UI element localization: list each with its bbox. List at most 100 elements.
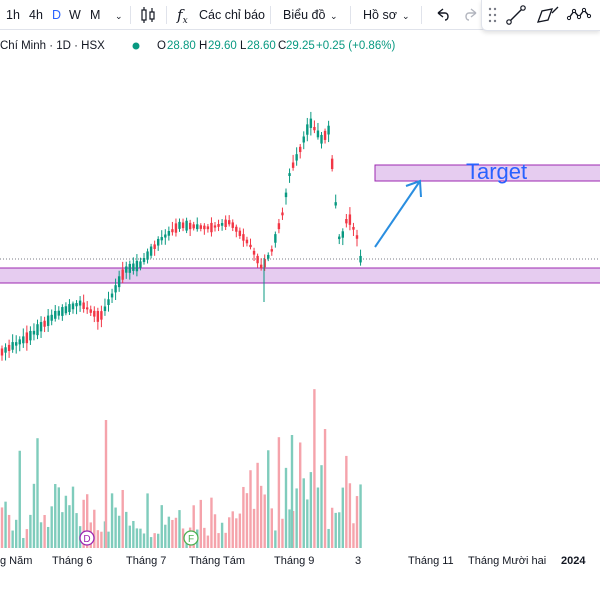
candle-body — [235, 226, 238, 232]
candle-body — [185, 220, 188, 231]
redo-icon[interactable] — [462, 6, 480, 24]
candle-body — [57, 310, 60, 316]
toolbar-divider — [166, 6, 167, 24]
candle-body — [93, 310, 96, 317]
candle-body — [7, 344, 11, 351]
undo-icon[interactable] — [434, 6, 452, 24]
candle-body — [142, 258, 146, 262]
support-zone — [0, 267, 600, 284]
candle-body — [259, 264, 263, 269]
legend-open-key: O — [157, 40, 166, 52]
interval-4h-button[interactable]: 4h — [29, 8, 43, 22]
toolbar-divider — [350, 6, 351, 24]
candle-body — [284, 192, 288, 198]
time-axis-label: Tháng 9 — [274, 555, 315, 567]
candle-body — [103, 306, 107, 312]
candle-body — [157, 238, 160, 246]
candle-body — [288, 173, 291, 176]
legend-high-key: H — [199, 40, 208, 52]
candle-body — [54, 310, 57, 319]
interval-dropdown-chevron-icon[interactable]: ⌄ — [115, 11, 123, 21]
candle-body — [313, 126, 316, 131]
candle-body — [309, 118, 313, 128]
candle-body — [210, 222, 213, 233]
candle-body — [50, 314, 53, 321]
candle-body — [64, 306, 68, 314]
brush-icon[interactable] — [534, 3, 562, 27]
candle-body — [334, 202, 337, 206]
candle-body — [139, 261, 142, 268]
candle-body — [171, 229, 174, 233]
candle-body — [252, 250, 256, 255]
candle-body — [217, 224, 220, 227]
indicators-button[interactable]: Các chỉ báo — [199, 8, 266, 22]
candle-body — [220, 223, 224, 226]
profile-button[interactable]: Hồ sơ — [363, 8, 397, 22]
function-icon[interactable]: fx — [177, 6, 188, 26]
candle-body — [61, 307, 64, 316]
candle-body — [86, 307, 89, 310]
candles-icon[interactable] — [138, 5, 158, 25]
candle-body — [110, 293, 114, 298]
target-arrow — [374, 179, 422, 248]
time-axis-label: 2024 — [561, 555, 586, 567]
candle-body — [249, 244, 252, 248]
dividend-event-marker[interactable] — [79, 530, 95, 546]
candle-body — [341, 231, 344, 238]
legend-low-value: 28.60 — [247, 40, 276, 52]
candle-body — [263, 259, 266, 268]
candle-body — [355, 235, 359, 239]
candle-body — [160, 237, 163, 241]
candle-body — [89, 309, 92, 313]
candle-body — [4, 347, 7, 353]
time-axis-label: 3 — [355, 555, 362, 567]
candle-body — [117, 276, 121, 288]
market-status-icon — [132, 42, 140, 50]
toolbar-divider — [270, 6, 271, 24]
candle-body — [71, 303, 75, 310]
financial-event-marker[interactable] — [183, 530, 199, 546]
candle-body — [348, 214, 352, 225]
candle-body — [100, 311, 103, 320]
candle-body — [267, 254, 270, 259]
candle-body — [295, 154, 298, 161]
candle-body — [43, 320, 46, 327]
candle-body — [174, 223, 178, 233]
legend-close-value: 29.25 — [286, 40, 315, 52]
candle-body — [299, 146, 302, 153]
interval-d-button[interactable]: D — [52, 8, 62, 22]
candle-body — [213, 225, 217, 228]
candle-body — [36, 324, 39, 336]
candle-body — [338, 236, 341, 240]
event-markers: D F — [79, 530, 199, 546]
interval-w-button[interactable]: W — [69, 8, 81, 22]
pattern-icon[interactable] — [566, 3, 594, 27]
toolbar-divider — [130, 6, 131, 24]
candle-body — [316, 130, 320, 138]
interval-m-button[interactable]: M — [90, 8, 101, 22]
legend-low-key: L — [240, 40, 247, 52]
time-axis-label: Tháng 7 — [126, 555, 167, 567]
trend-line-icon[interactable] — [504, 3, 528, 27]
candle-body — [270, 249, 273, 252]
chart-type-button[interactable]: Biểu đồ — [283, 8, 326, 22]
candle-body — [125, 266, 128, 273]
toolbar-divider — [421, 6, 422, 24]
interval-1h-button[interactable]: 1h — [6, 8, 20, 22]
dividend-event-label: D — [83, 534, 90, 545]
symbol-title[interactable]: Chí Minh · 1D · HSX — [0, 40, 105, 52]
candle-body — [196, 224, 199, 230]
candle-body — [224, 219, 227, 227]
candle-body — [323, 130, 327, 140]
candle-body — [149, 246, 153, 256]
candle-body — [146, 251, 149, 260]
candle-body — [359, 255, 362, 263]
chart-type-chevron-icon[interactable]: ⌄ — [330, 11, 338, 21]
candle-body — [114, 285, 117, 293]
candle-body — [39, 322, 43, 332]
financial-event-label: F — [188, 534, 194, 545]
drag-handle-icon[interactable] — [486, 5, 500, 25]
candle-body — [238, 230, 242, 236]
target-arrow-head — [405, 179, 422, 198]
profile-chevron-icon[interactable]: ⌄ — [402, 11, 410, 21]
